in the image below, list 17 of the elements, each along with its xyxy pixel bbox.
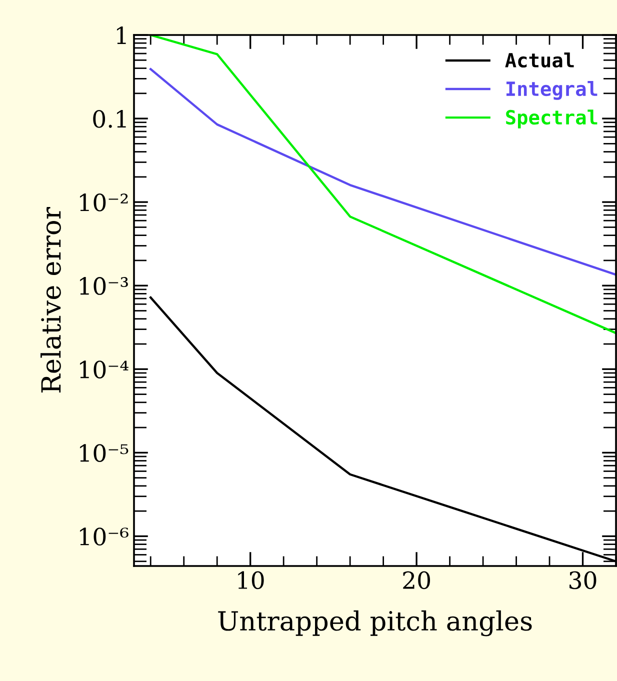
y-tick-label: 0.1 bbox=[93, 110, 126, 128]
x-axis-title: Untrapped pitch angles bbox=[218, 610, 532, 636]
line-series bbox=[150, 35, 616, 334]
x-tick-label: 20 bbox=[403, 571, 430, 590]
y-tick-label: 10⁻⁶ bbox=[80, 528, 128, 546]
y-tick-label: 1 bbox=[117, 26, 126, 44]
y-tick-label: 10⁻⁴ bbox=[80, 360, 128, 378]
y-tick-label: 10⁻² bbox=[80, 194, 128, 212]
y-tick-label: 10⁻⁵ bbox=[80, 444, 128, 462]
y-tick-label: 10⁻³ bbox=[80, 277, 128, 295]
x-tick-label: 30 bbox=[570, 571, 596, 590]
y-axis-title: Relative error bbox=[40, 207, 61, 393]
legend-label: Spectral bbox=[506, 110, 598, 128]
line-series bbox=[150, 68, 616, 276]
legend-label: Integral bbox=[506, 81, 598, 100]
legend-label: Actual bbox=[505, 52, 574, 68]
x-tick-label: 10 bbox=[238, 571, 264, 590]
